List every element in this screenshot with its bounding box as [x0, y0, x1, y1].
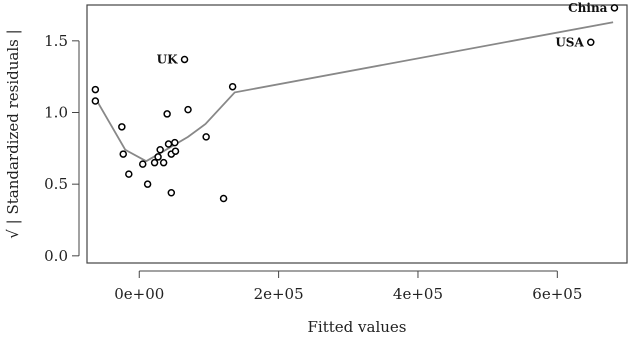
- y-axis-title: √ | Standardized residuals |: [4, 29, 22, 238]
- data-point: [228, 82, 237, 91]
- point-label: USA: [555, 35, 584, 49]
- point-label: China: [568, 1, 608, 15]
- y-tick-label: 0.5: [44, 175, 68, 193]
- data-point: [156, 146, 164, 154]
- data-point: [143, 180, 152, 188]
- data-point: [125, 170, 133, 178]
- x-tick-label: 6e+05: [532, 285, 582, 303]
- data-point: [171, 147, 180, 155]
- data-point: [610, 4, 619, 12]
- data-point: [167, 189, 176, 197]
- data-point: [163, 110, 171, 118]
- x-tick-label: 4e+05: [393, 285, 443, 303]
- points-layer: [91, 4, 619, 203]
- data-point: [150, 158, 159, 167]
- point-labels-layer: UK USA China: [157, 1, 608, 67]
- x-axis-title: Fitted values: [308, 318, 407, 336]
- x-axis: 0e+00 2e+05 4e+05 6e+05: [114, 270, 582, 303]
- y-axis: 0.0 0.5 1.0 1.5: [44, 32, 80, 265]
- y-tick-label: 1.0: [44, 104, 68, 122]
- data-point: [138, 160, 147, 168]
- x-tick-label: 2e+05: [254, 285, 304, 303]
- data-point: [587, 38, 595, 47]
- data-point: [180, 55, 189, 64]
- data-point: [219, 194, 228, 203]
- data-point: [159, 158, 168, 167]
- data-point: [171, 138, 179, 147]
- data-point: [184, 105, 192, 114]
- data-point: [119, 150, 127, 158]
- data-point: [154, 153, 162, 161]
- data-point: [91, 85, 100, 94]
- data-point: [118, 123, 126, 131]
- data-point: [91, 97, 100, 105]
- point-label: UK: [157, 52, 178, 66]
- data-point: [164, 140, 173, 148]
- data-point: [202, 133, 210, 141]
- y-tick-label: 0.0: [44, 247, 68, 265]
- y-tick-label: 1.5: [44, 32, 68, 50]
- x-tick-label: 0e+00: [114, 285, 164, 303]
- plot-frame: [86, 4, 628, 264]
